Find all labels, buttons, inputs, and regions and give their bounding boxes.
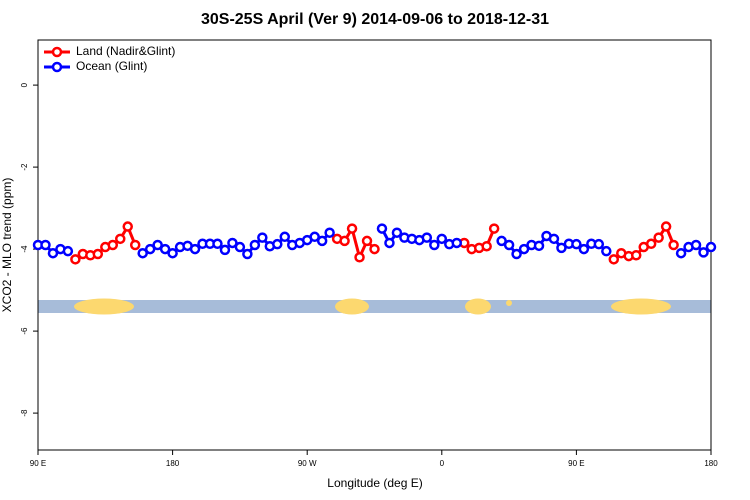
data-point <box>384 237 395 249</box>
data-point <box>70 254 81 265</box>
data-point <box>47 247 59 259</box>
data-point <box>272 238 283 250</box>
data-point <box>436 233 448 245</box>
y-axis-label: XCO2 - MLO trend (ppm) <box>0 178 14 313</box>
x-axis-label: Longitude (deg E) <box>327 476 422 490</box>
data-point <box>391 227 403 238</box>
ocean-strip <box>38 300 711 313</box>
data-point <box>107 239 119 251</box>
land-strip <box>335 298 369 315</box>
data-point <box>122 221 133 232</box>
data-point <box>451 237 463 249</box>
data-point <box>242 248 253 260</box>
data-point <box>668 239 679 251</box>
data-point <box>511 248 522 260</box>
data-point <box>571 238 582 250</box>
data-point <box>316 235 328 247</box>
data-point <box>705 241 717 253</box>
data-point <box>653 232 664 243</box>
data-point <box>533 240 545 252</box>
y-tick-label: -2 <box>20 163 29 171</box>
data-point <box>421 232 433 243</box>
data-point <box>496 235 507 247</box>
land-strip <box>506 300 512 306</box>
data-point <box>40 239 51 251</box>
data-point <box>601 245 612 257</box>
data-point <box>137 247 148 259</box>
x-tick-label: 90 E <box>568 459 584 468</box>
x-tick-label: 180 <box>166 459 180 468</box>
data-point <box>324 227 335 238</box>
data-point <box>62 245 74 257</box>
data-point <box>698 247 709 258</box>
y-tick-label: -8 <box>20 409 29 417</box>
data-point <box>660 221 672 232</box>
data-point <box>234 241 246 253</box>
data-point <box>503 239 515 251</box>
land-strip <box>74 298 134 315</box>
data-point <box>361 235 373 247</box>
data-point <box>675 247 687 259</box>
data-point <box>144 243 156 255</box>
data-point <box>578 243 590 255</box>
data-point <box>152 239 163 251</box>
data-point <box>339 235 350 247</box>
data-point <box>309 231 320 243</box>
data-point <box>645 238 657 250</box>
y-tick-label: 0 <box>20 82 29 87</box>
data-point <box>212 238 223 250</box>
data-point <box>354 252 365 263</box>
data-point <box>92 248 104 260</box>
data-point <box>257 232 268 243</box>
legend-label: Ocean (Glint) <box>76 59 147 73</box>
x-tick-label: 90 W <box>298 459 317 468</box>
data-point <box>608 254 620 265</box>
data-point <box>346 223 358 234</box>
data-point <box>630 250 642 261</box>
data-point <box>690 239 702 251</box>
data-point <box>556 242 567 254</box>
surface-strip <box>38 298 711 315</box>
data-point <box>189 243 201 255</box>
legend-marker <box>51 46 63 58</box>
data-point <box>548 233 560 245</box>
x-tick-label: 180 <box>704 459 718 468</box>
data-point <box>159 243 171 255</box>
data-point <box>227 237 238 249</box>
data-point <box>518 243 530 255</box>
legend-marker <box>51 61 63 73</box>
x-tick-label: 0 <box>440 459 445 468</box>
data-point <box>369 243 380 255</box>
data-point <box>249 239 261 251</box>
data-point <box>376 223 388 234</box>
legend: Land (Nadir&Glint)Ocean (Glint) <box>44 44 175 73</box>
x-tick-label: 90 E <box>30 459 46 468</box>
data-point <box>279 231 291 243</box>
data-point <box>488 223 500 234</box>
data-point <box>167 247 178 259</box>
data-point <box>481 240 492 252</box>
y-tick-label: -4 <box>20 245 29 253</box>
data-point <box>429 239 440 251</box>
data-point <box>219 244 231 256</box>
land-strip <box>611 298 671 315</box>
y-tick-label: -6 <box>20 327 29 335</box>
data-point <box>593 238 605 250</box>
land-strip <box>465 298 491 315</box>
chart-title: 30S-25S April (Ver 9) 2014-09-06 to 2018… <box>201 11 549 28</box>
data-point <box>129 239 141 251</box>
legend-label: Land (Nadir&Glint) <box>76 44 175 58</box>
data-point <box>115 233 126 245</box>
